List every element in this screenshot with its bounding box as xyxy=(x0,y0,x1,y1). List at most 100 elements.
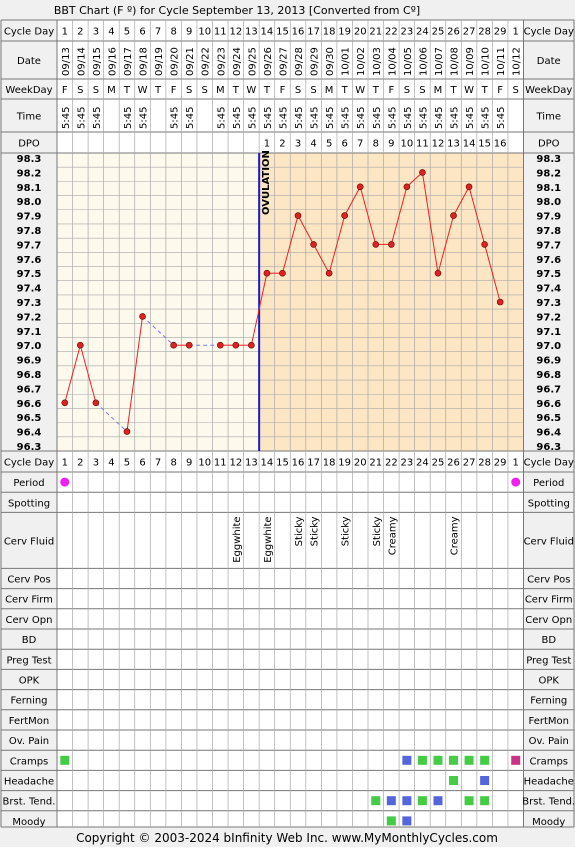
date-cell: 09/20 xyxy=(170,47,181,76)
cycle-day-cell-bottom: 13 xyxy=(245,458,258,469)
temp-line-segment xyxy=(421,172,439,274)
temp-line-segment xyxy=(406,172,423,188)
temp-point-day-16 xyxy=(294,212,302,219)
weekday-cell: F xyxy=(280,85,286,96)
weekday-cell: T xyxy=(263,85,271,96)
temp-point-day-20 xyxy=(356,183,364,191)
date-cell: 10/04 xyxy=(387,47,398,76)
cycle_day-cell: 16 xyxy=(292,27,305,38)
y-tick-left: 97.9 xyxy=(17,212,42,223)
symptom-marker xyxy=(464,796,474,806)
weekday-cell: S xyxy=(77,85,83,96)
temp-point-day-19 xyxy=(341,212,348,219)
symptom-marker xyxy=(371,796,381,806)
date-cell: 09/30 xyxy=(325,47,336,76)
chart-text: Cycle Day Cycle Day Date Date WeekDay WeekDay… xyxy=(3,27,575,828)
temp-gap-segment xyxy=(142,316,174,346)
symptom-marker xyxy=(480,796,490,806)
row-label-cycle-day-right: Cycle Day xyxy=(524,458,574,469)
y-tick-right: 96.3 xyxy=(536,442,561,453)
weekday-cell: S xyxy=(419,85,425,96)
cycle-day-cell-bottom: 27 xyxy=(463,458,476,469)
row-label-fertmon-right: FertMon xyxy=(529,716,569,727)
symptom-marker xyxy=(402,796,412,806)
date-cell: 09/25 xyxy=(247,47,258,76)
cycle-day-cell-bottom: 17 xyxy=(307,458,320,469)
y-tick-right: 96.4 xyxy=(536,428,561,439)
time-cell: 5:45 xyxy=(232,107,243,129)
cycle_day-cell: 17 xyxy=(307,27,320,38)
cycle_day-cell: 24 xyxy=(416,27,429,38)
weekday-cell: S xyxy=(93,85,99,96)
time-cell: 5:45 xyxy=(341,107,352,129)
y-tick-right: 97.5 xyxy=(536,269,561,280)
y-tick-right: 97.0 xyxy=(536,341,561,352)
row-label-cerv-firm-left: Cerv Firm xyxy=(5,595,53,606)
temp-point-day-26 xyxy=(450,212,457,219)
cycle-day-cell-bottom: 15 xyxy=(276,458,289,469)
y-tick-left: 96.7 xyxy=(17,384,42,395)
y-tick-right: 98.3 xyxy=(536,154,561,165)
row-label-ov-pain-right: Ov. Pain xyxy=(529,736,569,747)
row-label-cycle_day-left: Cycle Day xyxy=(4,27,54,38)
weekday-cell: F xyxy=(171,85,177,96)
y-tick-left: 96.9 xyxy=(17,356,42,367)
symptom-marker xyxy=(386,796,396,806)
temp-line-segment xyxy=(468,186,486,245)
date-cell: 09/29 xyxy=(310,47,321,76)
temp-point-day-9 xyxy=(185,341,193,349)
time-cell: 5:45 xyxy=(418,107,429,129)
weekday-cell: F xyxy=(388,85,394,96)
weekday-cell: M xyxy=(107,85,116,96)
date-cell: 10/10 xyxy=(481,47,492,76)
time-cell: 5:45 xyxy=(61,107,72,129)
date-cell: 10/11 xyxy=(496,47,507,76)
cycle-day-cell-bottom: 28 xyxy=(478,458,491,469)
y-tick-right: 97.6 xyxy=(536,255,561,266)
weekday-cell: T xyxy=(341,85,349,96)
row-label-cerv-pos-left: Cerv Pos xyxy=(7,575,50,586)
temp-point-day-11 xyxy=(216,341,224,349)
cycle_day-cell: 26 xyxy=(447,27,460,38)
temp-point-day-13 xyxy=(248,341,255,349)
y-tick-left: 96.8 xyxy=(17,370,42,381)
cycle-day-cell-bottom: 14 xyxy=(261,458,274,469)
cycle-day-cell-bottom: 1 xyxy=(62,458,68,469)
y-tick-left: 97.6 xyxy=(17,255,42,266)
row-label-cerv-pos-right: Cerv Pos xyxy=(527,575,570,586)
cerv-fluid-cell: Sticky xyxy=(294,516,305,546)
time-cell: 5:45 xyxy=(216,107,227,129)
cerv-fluid-cell: Sticky xyxy=(310,516,321,546)
dpo-cell: 9 xyxy=(388,139,394,150)
row-label-headache-left: Headache xyxy=(4,777,54,788)
y-tick-right: 98.0 xyxy=(536,197,561,208)
weekday-cell: S xyxy=(186,85,192,96)
weekday-cell: S xyxy=(202,85,208,96)
cycle_day-cell: 5 xyxy=(124,27,130,38)
cycle-day-cell-bottom: 4 xyxy=(108,458,114,469)
cycle_day-cell: 21 xyxy=(369,27,382,38)
cycle-day-cell-bottom: 9 xyxy=(186,458,192,469)
footer-copyright: Copyright © 2003-2024 bInfinity Web Inc.… xyxy=(76,831,498,845)
y-tick-right: 96.9 xyxy=(536,356,561,367)
cerv-fluid-cell: Eggwhite xyxy=(263,516,274,562)
row-label-dpo-right: DPO xyxy=(538,139,560,150)
row-label-bd-left: BD xyxy=(22,635,37,646)
date-cell: 10/05 xyxy=(403,47,414,76)
row-label-cerv-fluid-left: Cerv Fluid xyxy=(4,536,54,547)
y-tick-left: 96.5 xyxy=(17,413,42,424)
weekday-cell: T xyxy=(372,85,380,96)
cycle_day-cell: 28 xyxy=(478,27,491,38)
weekday-cell: F xyxy=(62,85,68,96)
cycle-day-cell-bottom: 11 xyxy=(214,458,227,469)
cycle-day-cell-bottom: 18 xyxy=(323,458,336,469)
cerv-fluid-cell: Creamy xyxy=(450,516,461,555)
row-label-opk-left: OPK xyxy=(19,676,40,687)
y-tick-right: 97.4 xyxy=(536,284,561,295)
cycle_day-cell: 23 xyxy=(401,27,414,38)
cycle-day-cell-bottom: 26 xyxy=(447,458,460,469)
date-cell: 09/14 xyxy=(76,47,87,76)
weekday-cell: M xyxy=(216,85,225,96)
dpo-cell: 6 xyxy=(341,139,347,150)
